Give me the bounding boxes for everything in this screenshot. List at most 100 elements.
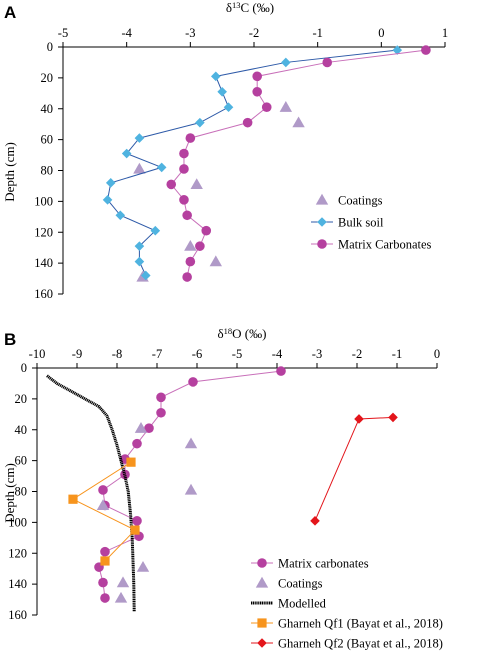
a-legend-entry: Bulk soil: [311, 216, 384, 230]
a-y-tick-label: 100: [34, 194, 53, 208]
a-data-point: [134, 241, 145, 251]
b-legend-entry: Matrix carbonates: [251, 557, 369, 571]
b-data-point: [354, 414, 364, 424]
a-data-point: [252, 86, 262, 97]
b-y-tick-label: 160: [8, 608, 27, 622]
b-data-point: [100, 546, 110, 557]
b-data-point: [134, 422, 148, 433]
a-y-tick-label: 140: [34, 256, 53, 270]
a-data-point: [166, 179, 177, 190]
a-y-tick-label: 120: [34, 225, 53, 239]
a-y-tick-label: 20: [41, 71, 54, 85]
a-data-point: [134, 133, 145, 143]
b-data-point: [100, 593, 110, 603]
a-data-point: [223, 102, 234, 113]
a-x-tick-label: -3: [185, 26, 195, 40]
b-legend-entry: Modelled: [251, 597, 327, 611]
a-data-point: [190, 178, 203, 190]
a-legend-entry: Matrix Carbonates: [311, 238, 432, 252]
legend-label: Gharneh Qf1 (Bayat et al., 2018): [278, 617, 443, 631]
a-data-point: [182, 210, 192, 221]
a-data-point: [201, 225, 212, 236]
b-legend-entry: Coatings: [255, 577, 323, 591]
a-legend-entry: Coatings: [315, 194, 383, 208]
b-data-point: [98, 577, 108, 588]
panel-a-marks: [102, 45, 431, 282]
b-data-point: [310, 516, 320, 526]
legend-marker: [257, 558, 267, 568]
a-data-point: [179, 164, 189, 174]
b-data-point: [188, 377, 198, 387]
legend-label: Coatings: [338, 194, 383, 208]
a-x-tick-label: -5: [58, 26, 68, 40]
a-series-2: [166, 45, 431, 282]
a-data-point: [179, 148, 189, 159]
a-data-point: [185, 133, 196, 143]
a-series-1: [102, 45, 403, 281]
b-series-2: [46, 374, 136, 612]
b-series-1: [96, 422, 198, 603]
b-data-point: [126, 457, 136, 467]
a-x-tick-label: 1: [442, 26, 448, 40]
legend-label: Coatings: [278, 577, 323, 591]
legend-label: Matrix carbonates: [278, 557, 369, 571]
a-data-point: [115, 210, 126, 221]
b-data-point: [136, 560, 150, 572]
panel-a-letter: A: [4, 3, 16, 22]
b-data-point: [156, 392, 166, 403]
a-data-point: [182, 272, 192, 282]
b-series-line: [71, 461, 136, 562]
legend-marker: [317, 217, 327, 227]
a-data-point: [209, 255, 222, 267]
b-data-point: [96, 499, 110, 511]
a-data-point: [261, 102, 272, 113]
b-x-tick-label: -5: [232, 347, 242, 361]
legend-marker: [317, 239, 327, 249]
panel-b-letter: B: [4, 330, 16, 349]
b-series-0: [94, 366, 286, 603]
a-series-line: [107, 49, 398, 276]
panel-b: B δ18O (‰) Depth (cm) -10 -9 -8 -7 -6 -5 -4 -3-…: [2, 326, 443, 651]
a-data-point: [150, 225, 161, 236]
b-y-tick-label: 100: [8, 515, 27, 529]
panel-a-x-axis-label: δ13C (‰): [226, 0, 274, 15]
b-x-tick-label: -4: [272, 347, 283, 361]
b-y-tick-label: 140: [8, 577, 27, 591]
b-data-point: [132, 516, 142, 526]
b-data-point: [132, 438, 142, 449]
legend-label: Modelled: [278, 597, 327, 611]
a-data-point: [242, 117, 253, 128]
b-data-point: [114, 591, 128, 603]
b-data-point: [68, 494, 78, 504]
a-data-point: [102, 195, 113, 205]
a-data-point: [279, 101, 293, 112]
b-x-tick-label: -6: [192, 347, 202, 361]
a-data-point: [292, 116, 305, 128]
a-y-tick-label: 160: [34, 287, 53, 301]
b-data-point: [184, 483, 198, 495]
a-series-line: [170, 49, 426, 278]
panel-b-x-axis-label: δ18O (‰): [218, 326, 267, 341]
panel-b-marks: [46, 366, 398, 612]
a-data-point: [121, 148, 132, 159]
a-data-point: [252, 71, 262, 82]
b-x-tick-label: -9: [72, 347, 82, 361]
b-legend-entry: Gharneh Qf1 (Bayat et al., 2018): [251, 617, 443, 631]
b-x-tick-label: -7: [152, 347, 162, 361]
a-y-tick-label: 80: [41, 164, 54, 178]
b-data-point: [98, 485, 108, 495]
legend-label: Bulk soil: [338, 216, 384, 230]
panel-b-axes: -10 -9 -8 -7 -6 -5 -4 -3 -2 -1 0020406080100120140…: [8, 347, 440, 622]
b-data-point: [100, 556, 110, 566]
legend-marker: [257, 638, 267, 648]
b-data-point: [388, 412, 398, 423]
b-x-tick-label: -1: [392, 347, 402, 361]
b-x-tick-label: -10: [29, 347, 46, 361]
legend-label: Matrix Carbonates: [338, 238, 432, 252]
b-y-tick-label: 80: [15, 485, 28, 499]
b-data-point: [130, 525, 140, 535]
a-data-point: [217, 86, 227, 97]
a-data-point: [195, 117, 205, 128]
panel-b-legend: Matrix carbonates Coatings Modelled Gharneh…: [251, 557, 443, 651]
